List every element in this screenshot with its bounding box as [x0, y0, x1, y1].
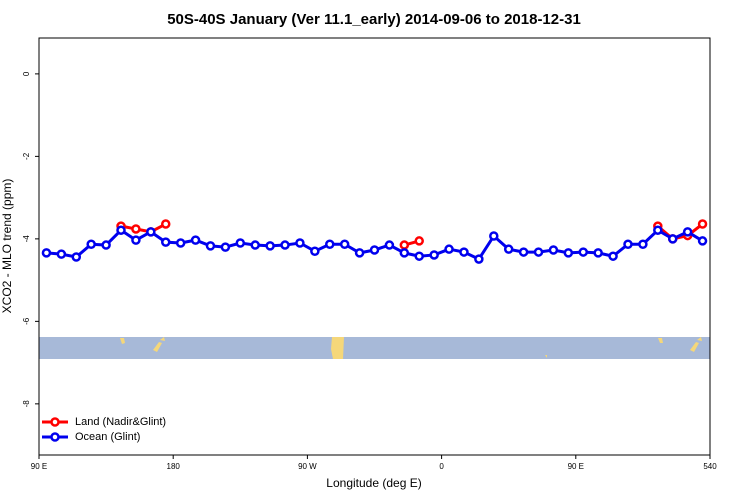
- data-point: [310, 246, 320, 256]
- plot-frame: [38, 37, 711, 456]
- x-tick-label: 90 E: [568, 462, 584, 471]
- data-point: [608, 251, 618, 261]
- data-point: [131, 224, 141, 234]
- data-point: [250, 240, 260, 250]
- legend-label: Ocean (Glint): [75, 431, 140, 443]
- data-point: [175, 238, 186, 248]
- y-tick-label: -8: [22, 400, 31, 408]
- data-point: [489, 231, 499, 241]
- data-point: [474, 254, 484, 264]
- data-point: [71, 252, 82, 262]
- data-point: [265, 241, 275, 251]
- data-point: [131, 235, 141, 245]
- data-point: [682, 227, 693, 237]
- data-point: [414, 251, 424, 261]
- x-axis-label: Longitude (deg E): [326, 476, 421, 490]
- y-tick-label: -2: [22, 152, 31, 160]
- data-point: [623, 239, 633, 249]
- data-point: [414, 236, 424, 246]
- data-point: [518, 247, 529, 257]
- map-strip: [39, 337, 710, 359]
- data-point: [667, 234, 678, 244]
- data-point: [56, 249, 67, 259]
- data-point: [339, 239, 350, 249]
- data-point: [41, 248, 52, 258]
- x-tick-label: 90 W: [298, 462, 317, 471]
- legend-marker: [50, 417, 60, 427]
- x-tick-label: 0: [439, 462, 444, 471]
- data-point: [399, 240, 410, 250]
- data-point: [160, 237, 171, 247]
- legend-marker: [50, 432, 60, 442]
- data-point: [280, 240, 290, 250]
- y-tick-label: -4: [22, 235, 31, 243]
- data-point: [638, 239, 648, 249]
- data-point: [548, 245, 559, 255]
- data-point: [399, 248, 410, 258]
- data-point: [190, 235, 201, 245]
- data-point: [160, 219, 171, 229]
- data-point: [101, 240, 111, 250]
- data-point: [325, 239, 335, 249]
- data-point: [459, 247, 469, 257]
- data-point: [563, 248, 574, 258]
- y-axis-label: XCO2 - MLO trend (ppm): [0, 179, 14, 314]
- chart-title: 50S-40S January (Ver 11.1_early) 2014-09…: [167, 11, 581, 28]
- data-point: [354, 248, 365, 258]
- data-point: [697, 219, 708, 229]
- data-point: [593, 248, 603, 258]
- legend-label: Land (Nadir&Glint): [75, 416, 166, 428]
- data-point: [205, 241, 216, 251]
- y-tick-label: 0: [22, 71, 31, 76]
- x-tick-label: 540: [703, 462, 717, 471]
- data-point: [429, 250, 439, 260]
- data-point: [235, 238, 246, 248]
- data-point: [369, 245, 380, 255]
- data-point: [503, 244, 514, 254]
- data-point: [220, 242, 231, 252]
- x-tick-label: 90 E: [31, 462, 47, 471]
- y-tick-label: -6: [22, 317, 31, 325]
- data-point: [533, 247, 544, 257]
- data-point: [116, 225, 126, 235]
- data-point: [444, 244, 454, 254]
- data-point: [697, 236, 708, 246]
- x-tick-label: 180: [167, 462, 181, 471]
- data-point: [578, 247, 589, 257]
- data-point: [86, 239, 96, 249]
- data-point: [384, 240, 395, 250]
- data-point: [653, 225, 663, 235]
- data-point: [295, 238, 305, 248]
- data-point: [146, 227, 156, 237]
